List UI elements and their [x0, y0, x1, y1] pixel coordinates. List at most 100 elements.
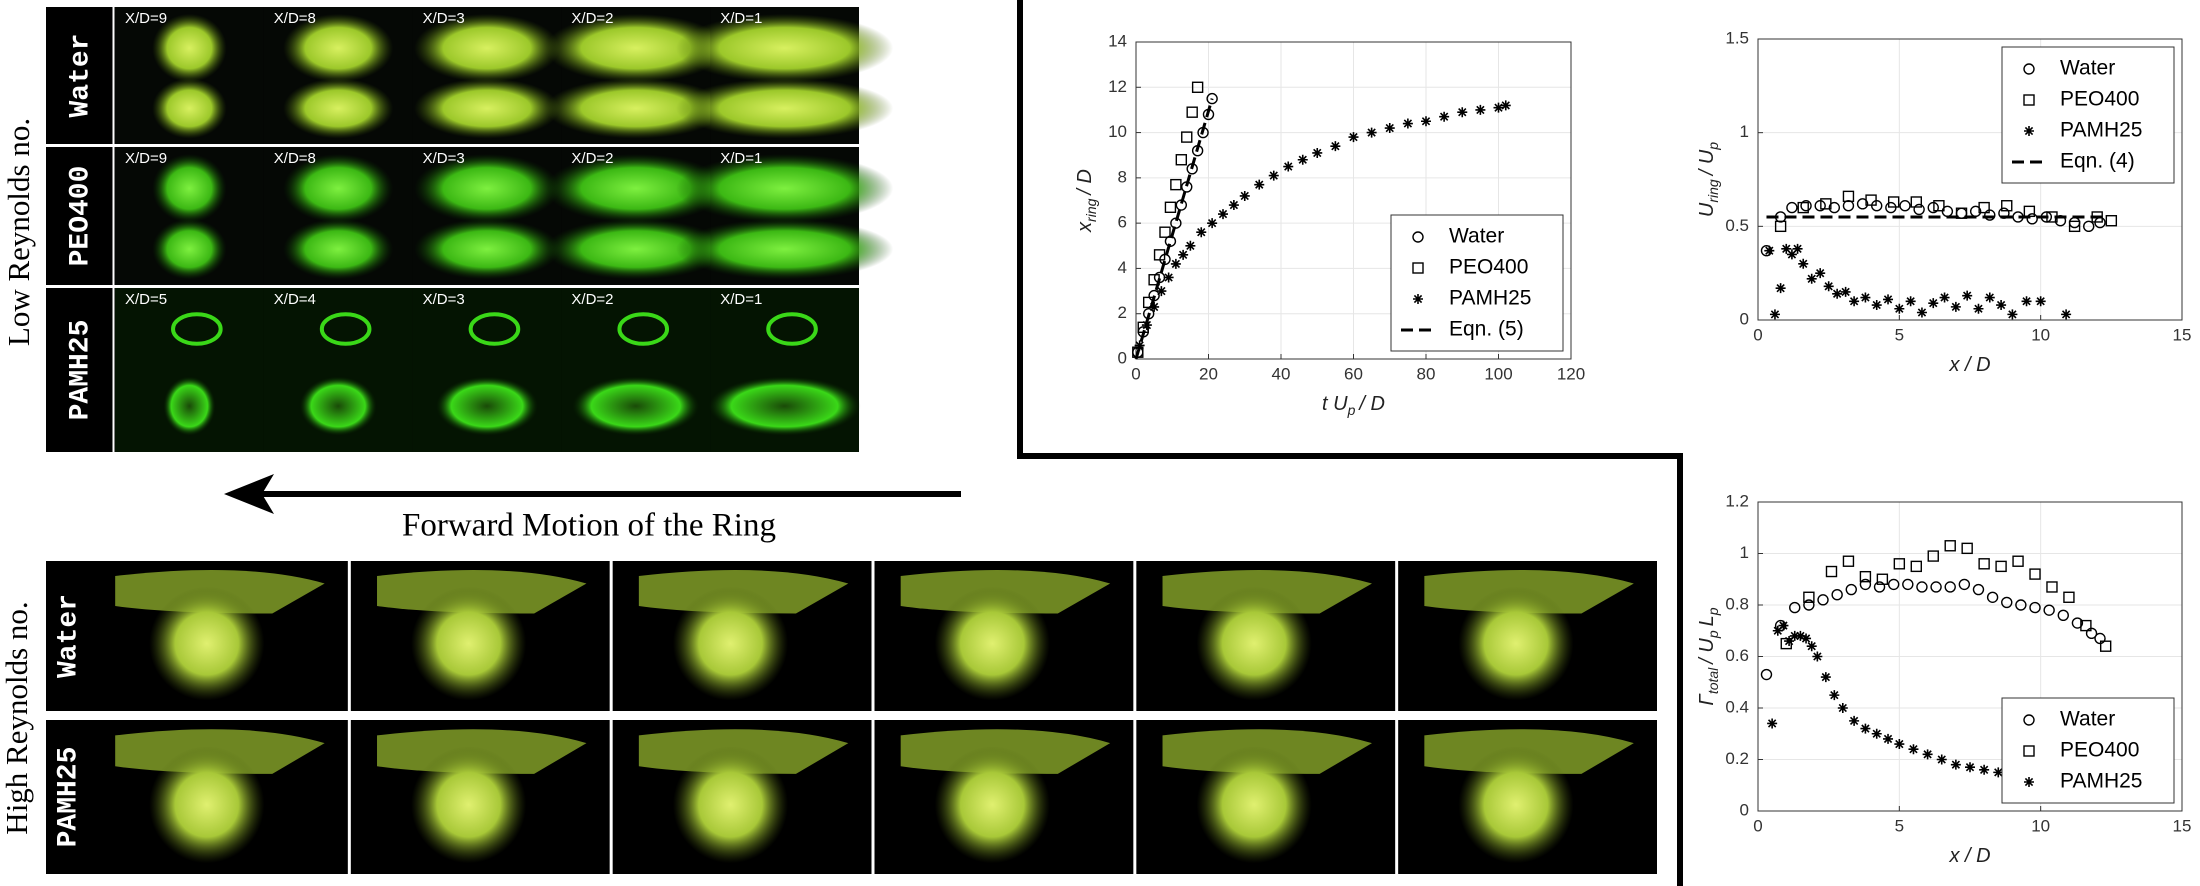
- marker-asterisk: [1239, 190, 1250, 201]
- marker-asterisk: [1849, 296, 1860, 307]
- vortex-core: [545, 13, 727, 83]
- marker-asterisk: [1141, 320, 1152, 331]
- legend-label: Eqn. (4): [2060, 150, 2135, 173]
- vortex-core: [163, 376, 216, 436]
- marker-square: [1865, 194, 1877, 206]
- marker-square: [1164, 201, 1177, 213]
- marker-asterisk: [1871, 300, 1882, 311]
- x-tick-label: 5: [1895, 816, 1904, 835]
- legend-label: PAMH25: [2060, 770, 2142, 793]
- axis-label-part: p: [1705, 607, 1721, 616]
- marker-square: [1170, 178, 1182, 191]
- frame-label: X/D=2: [571, 291, 613, 308]
- marker-square: [1955, 207, 1968, 219]
- x-tick-label: 10: [2031, 816, 2050, 835]
- vortex-core: [152, 13, 227, 83]
- x-tick-label: 10: [2031, 325, 2050, 344]
- axis-label-part: / D: [1357, 393, 1385, 415]
- marker-asterisk: [1421, 116, 1431, 127]
- marker-square: [1910, 560, 1922, 573]
- marker-square: [2029, 568, 2041, 580]
- legend-label: PEO400: [2060, 739, 2139, 762]
- marker-asterisk: [1196, 227, 1207, 238]
- marker-circle: [2071, 617, 2084, 629]
- marker-asterisk: [1297, 154, 1308, 165]
- vortex-core: [435, 376, 539, 436]
- row-label: PAMH25: [53, 747, 84, 848]
- vortex-core: [675, 13, 894, 83]
- marker-circle: [1859, 578, 1872, 591]
- vortex-core: [414, 218, 560, 280]
- axis-label-part: L: [1696, 615, 1718, 626]
- frame-label: X/D=1: [720, 291, 762, 308]
- marker-square: [1893, 558, 1906, 570]
- marker-square: [1927, 550, 1939, 562]
- marker-square: [1961, 542, 1973, 555]
- vortex-ring: [171, 312, 223, 346]
- marker-circle: [1817, 594, 1829, 606]
- vortex-core: [411, 746, 527, 864]
- vortex-core: [414, 78, 560, 139]
- marker-circle: [2029, 601, 2041, 614]
- marker-asterisk: [1772, 625, 1783, 636]
- vortex-core: [149, 746, 265, 864]
- axis-label: Uring / Up: [1696, 142, 1720, 217]
- marker-square: [2012, 555, 2024, 567]
- y-tick-label: 2: [1118, 303, 1127, 322]
- marker-square: [2068, 220, 2081, 233]
- vortex-core: [545, 78, 727, 139]
- marker-asterisk: [1767, 718, 1778, 729]
- axis-label-part: t U: [1322, 393, 1348, 415]
- vortex-core: [411, 586, 527, 701]
- axis-label-part: p: [1705, 630, 1721, 639]
- marker-asterisk: [1798, 258, 1809, 269]
- y-tick-label: 14: [1108, 31, 1127, 50]
- marker-square: [1859, 570, 1872, 583]
- vortex-core: [414, 13, 560, 83]
- vortex-core: [149, 586, 265, 701]
- marker-asterisk: [1806, 273, 1817, 284]
- marker-asterisk: [1475, 104, 1486, 115]
- y-tick-label: 10: [1108, 122, 1127, 141]
- marker-circle: [1972, 583, 1985, 596]
- row-label: PEO400: [65, 166, 96, 267]
- marker-asterisk: [1784, 636, 1795, 647]
- marker-asterisk: [1218, 209, 1228, 220]
- marker-asterisk: [1764, 245, 1775, 256]
- marker-asterisk: [1993, 767, 2004, 778]
- marker-circle: [2043, 604, 2055, 616]
- axis-label-part: / D: [1074, 169, 1096, 197]
- marker-circle: [1831, 589, 1843, 601]
- marker-asterisk: [1786, 249, 1797, 260]
- arrow-label: Forward Motion of the Ring: [402, 508, 776, 544]
- marker-square: [1159, 226, 1171, 238]
- row-label: Water: [53, 594, 84, 678]
- legend-label: PAMH25: [2060, 119, 2142, 142]
- marker-asterisk: [1829, 690, 1840, 701]
- frame-label: X/D=3: [423, 150, 465, 167]
- marker-asterisk: [1156, 286, 1167, 297]
- arrow-head: [224, 474, 274, 514]
- marker-asterisk: [2035, 296, 2046, 307]
- vortex-core: [675, 153, 894, 223]
- marker-asterisk: [1962, 290, 1973, 301]
- marker-asterisk: [1792, 243, 1803, 254]
- row-label-cell: [46, 561, 89, 711]
- vortex-ring: [468, 312, 521, 346]
- marker-asterisk: [1984, 292, 1995, 303]
- row-label: Water: [65, 33, 96, 117]
- y-tick-label: 1.5: [1725, 28, 1749, 47]
- marker-circle: [1887, 578, 1900, 591]
- y-tick-label: 0: [1740, 800, 1749, 819]
- marker-circle: [1873, 581, 1886, 593]
- marker-asterisk: [2024, 126, 2034, 136]
- axis-label-part: x / D: [1948, 845, 1990, 867]
- legend-label: PEO400: [2060, 88, 2139, 111]
- marker-circle: [1913, 203, 1925, 216]
- y-tick-label: 0: [1118, 348, 1127, 367]
- legend-label: PEO400: [1449, 256, 1528, 279]
- marker-asterisk: [1905, 296, 1916, 307]
- y-tick-label: 1: [1740, 543, 1749, 562]
- vortex-core: [675, 218, 894, 280]
- marker-asterisk: [1820, 672, 1831, 683]
